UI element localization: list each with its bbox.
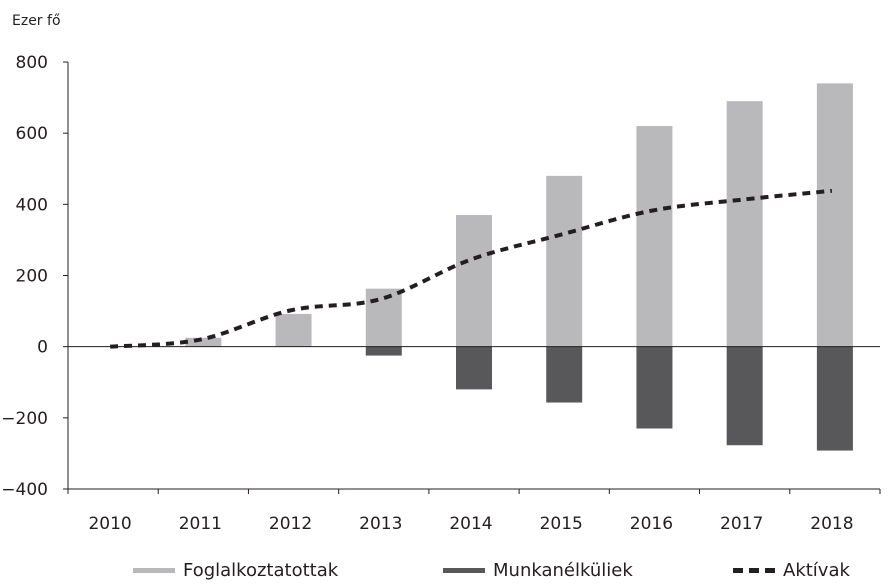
unit-label: Ezer fő: [12, 13, 61, 29]
bar-munkanelkuliek-2013: [365, 346, 402, 356]
bar-foglalkoztatottak-2018: [816, 83, 853, 347]
bar-foglalkoztatottak-2012: [275, 313, 312, 347]
y-tick-label: −400: [1, 480, 48, 500]
y-tick-label: 200: [16, 267, 48, 287]
bars-layer: [185, 83, 853, 451]
legend-swatch-aktivak: [733, 568, 775, 573]
y-tick-label: 0: [37, 338, 48, 358]
x-tick-label-2014: 2014: [449, 514, 492, 534]
x-tick-label-2018: 2018: [810, 514, 853, 534]
x-tick-label-2010: 2010: [88, 514, 131, 534]
y-tick-label: 800: [16, 53, 48, 73]
y-tick-label: −200: [1, 409, 48, 429]
bar-munkanelkuliek-2015: [546, 346, 583, 403]
bar-munkanelkuliek-2018: [816, 346, 853, 451]
x-tick-label-2016: 2016: [630, 514, 673, 534]
legend-swatch-munkanelkuliek: [443, 568, 485, 573]
bar-munkanelkuliek-2016: [636, 346, 673, 429]
legend-item-munkanelkuliek: Munkanélküliek: [443, 560, 633, 581]
line-aktivak: [109, 188, 833, 349]
line-layer: [109, 188, 833, 349]
legend-item-foglalkoztatottak: Foglalkoztatottak: [133, 560, 338, 581]
legend-item-aktivak: Aktívak: [733, 560, 850, 581]
chart: Ezer fő 800 600 400 200 0 −200 −400 2010 2011 201…: [1, 13, 881, 534]
x-tick-label-2011: 2011: [179, 514, 222, 534]
x-tick-label-2012: 2012: [269, 514, 312, 534]
bar-foglalkoztatottak-2013: [365, 288, 402, 347]
legend-label-foglalkoztatottak: Foglalkoztatottak: [183, 560, 339, 581]
legend-swatch-foglalkoztatottak: [133, 568, 175, 573]
bar-foglalkoztatottak-2017: [726, 101, 763, 347]
legend-label-munkanelkuliek: Munkanélküliek: [493, 560, 633, 581]
legend: Foglalkoztatottak Munkanélküliek Aktívak: [0, 560, 891, 586]
bar-munkanelkuliek-2017: [726, 346, 763, 446]
axes-layer: [63, 61, 881, 494]
x-tick-label-2015: 2015: [540, 514, 583, 534]
x-tick-label-2013: 2013: [359, 514, 402, 534]
y-tick-label: 600: [16, 124, 48, 144]
x-tick-label-2017: 2017: [720, 514, 763, 534]
bar-foglalkoztatottak-2015: [546, 175, 583, 347]
bar-foglalkoztatottak-2016: [636, 126, 673, 347]
bar-munkanelkuliek-2014: [456, 346, 492, 390]
y-tick-label: 400: [16, 195, 48, 215]
legend-label-aktivak: Aktívak: [783, 560, 850, 581]
labels-layer: 800 600 400 200 0 −200 −400 2010 2011 2012 2013 201…: [1, 53, 853, 534]
bar-foglalkoztatottak-2011: [185, 337, 222, 347]
bar-foglalkoztatottak-2014: [456, 215, 492, 347]
